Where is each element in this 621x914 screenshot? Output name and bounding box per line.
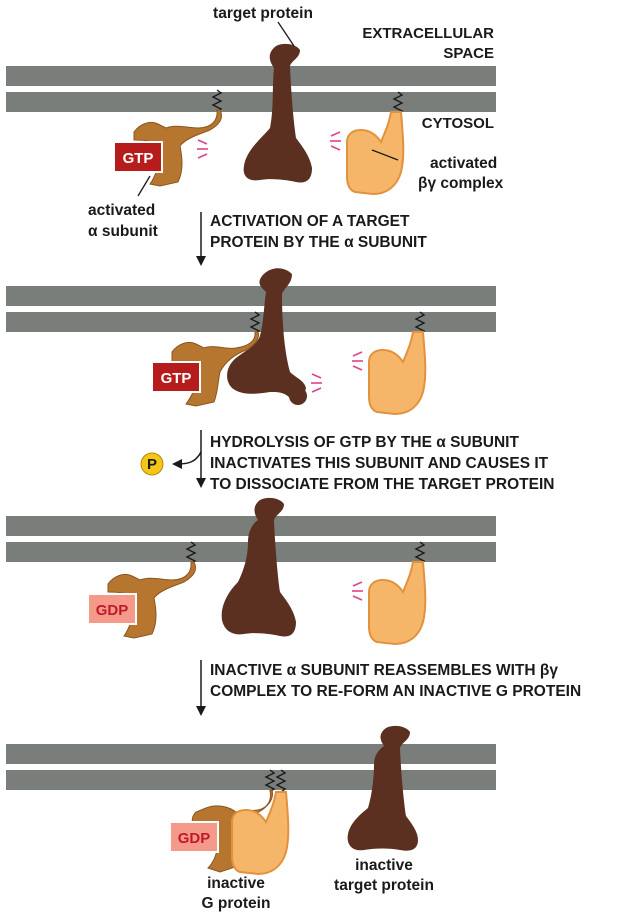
step-3-line-2: COMPLEX TO RE-FORM AN INACTIVE G PROTEIN: [210, 683, 581, 700]
gtp-badge-1: GTP: [113, 141, 163, 173]
label-extracellular: EXTRACELLULAR: [362, 25, 494, 42]
bg-leader: [371, 149, 399, 161]
membrane-outer-1: [6, 66, 496, 86]
panel-3: GDP: [6, 497, 496, 645]
label-activated-bg-1: activated: [430, 155, 497, 172]
gdp-badge-4: GDP: [169, 821, 219, 853]
membrane-outer-4: [6, 744, 496, 764]
panel-4: GDP inactive G protein inactive target p…: [6, 725, 496, 912]
membrane-outer-2: [6, 286, 496, 306]
target-protein-1: [243, 43, 312, 183]
label-cytosol: CYTOSOL: [422, 115, 494, 132]
activity-marks-bg-1: [329, 131, 342, 151]
label-inactive-target-1: inactive: [355, 857, 413, 874]
step-3: INACTIVE α SUBUNIT REASSEMBLES WITH βγ C…: [196, 660, 581, 716]
target-protein-4: [347, 725, 418, 851]
step-2: P HYDROLYSIS OF GTP BY THE α SUBUNIT INA…: [140, 430, 554, 493]
label-activated-alpha-2: α subunit: [88, 223, 158, 240]
svg-text:GTP: GTP: [161, 370, 192, 387]
activity-marks-bg-3: [351, 581, 364, 601]
svg-text:GTP: GTP: [123, 150, 154, 167]
membrane-inner-2: [6, 312, 496, 332]
membrane-inner-4: [6, 770, 496, 790]
step-1-line-1: ACTIVATION OF A TARGET: [210, 213, 410, 230]
label-inactive-g-1: inactive: [207, 875, 265, 892]
step-2-line-1: HYDROLYSIS OF GTP BY THE α SUBUNIT: [210, 434, 519, 451]
label-activated-alpha-1: activated: [88, 202, 155, 219]
step-3-line-1: INACTIVE α SUBUNIT REASSEMBLES WITH βγ: [210, 662, 558, 679]
phosphate-icon: [140, 452, 164, 476]
membrane-outer-3: [6, 516, 496, 536]
phosphate-label: P: [147, 456, 157, 473]
step-1: ACTIVATION OF A TARGET PROTEIN BY THE α …: [196, 212, 427, 266]
label-inactive-g-2: G protein: [202, 895, 271, 912]
panel-1: GTP target protein EXTRACELLULAR SPACE C…: [6, 5, 504, 240]
step-1-line-2: PROTEIN BY THE α SUBUNIT: [210, 234, 427, 251]
label-activated-bg-2: βγ complex: [418, 175, 504, 192]
alpha-leader: [137, 175, 151, 197]
step-2-line-3: TO DISSOCIATE FROM THE TARGET PROTEIN: [210, 476, 554, 493]
svg-text:GDP: GDP: [96, 602, 129, 619]
target-protein-2: [227, 268, 307, 405]
label-target-protein: target protein: [213, 5, 313, 22]
target-protein-3: [221, 497, 296, 637]
activity-marks-bg-2: [351, 351, 364, 371]
label-inactive-target-2: target protein: [334, 877, 434, 894]
activity-marks-target-2: [310, 373, 323, 393]
panel-2: GTP: [6, 268, 496, 415]
step-2-line-2: INACTIVATES THIS SUBUNIT AND CAUSES IT: [210, 455, 549, 472]
svg-text:GDP: GDP: [178, 830, 211, 847]
activity-marks-alpha-1: [196, 139, 209, 159]
label-space: SPACE: [443, 45, 494, 62]
target-protein-leader: [277, 21, 295, 47]
gtp-badge-2: GTP: [151, 361, 201, 393]
membrane-inner-1: [6, 92, 496, 112]
gdp-badge-3: GDP: [87, 593, 137, 625]
